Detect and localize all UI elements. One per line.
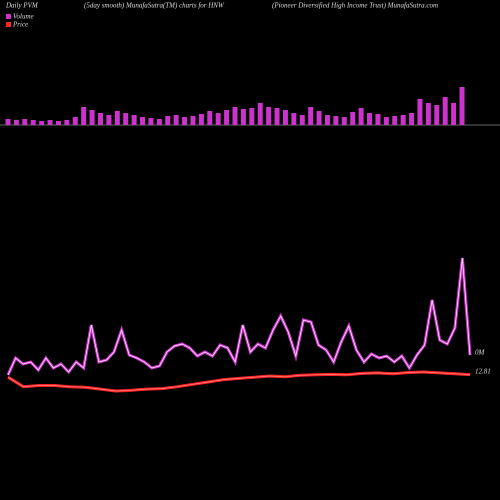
pvm-bar xyxy=(425,103,431,125)
pvm-bar xyxy=(274,108,280,125)
pvm-bar xyxy=(97,113,103,125)
pvm-bar xyxy=(123,113,129,125)
pvm-bar xyxy=(308,107,314,125)
pvm-bar xyxy=(333,116,339,125)
pvm-bar xyxy=(434,105,440,125)
pvm-bar xyxy=(392,116,398,125)
price-label: 12.81 xyxy=(475,368,491,376)
pvm-bar xyxy=(140,117,146,125)
legend-swatch xyxy=(6,22,11,27)
legend-label: Price xyxy=(12,21,28,29)
pvm-bar xyxy=(106,115,112,125)
pvm-bar xyxy=(5,119,11,125)
pvm-bar xyxy=(409,113,415,125)
pvm-bar xyxy=(148,118,154,125)
pvm-bar xyxy=(249,108,255,125)
pvm-bar xyxy=(442,97,448,125)
pvm-bar xyxy=(324,115,330,125)
pvm-bar xyxy=(114,111,120,125)
pvm-bar xyxy=(232,107,238,125)
pvm-bar xyxy=(451,103,457,125)
legend-swatch xyxy=(6,14,11,19)
pvm-bar xyxy=(207,111,213,125)
pvm-bar xyxy=(47,120,53,125)
pvm-bar xyxy=(30,120,36,125)
chart-title: Daily PVM xyxy=(5,2,39,10)
pvm-bar xyxy=(39,121,45,125)
pvm-bar xyxy=(240,109,246,125)
pvm-bar xyxy=(350,112,356,125)
pvm-bar xyxy=(198,114,204,125)
pvm-bar xyxy=(383,117,389,125)
pvm-bar xyxy=(215,113,221,125)
pvm-bar xyxy=(291,113,297,125)
pvm-bar xyxy=(224,110,230,125)
pvm-bar xyxy=(367,113,373,125)
pvm-bar xyxy=(173,115,179,125)
pvm-bar xyxy=(131,115,137,125)
pvm-bar xyxy=(375,114,381,125)
chart-source: (Pioneer Diversified High Income Trust) … xyxy=(272,2,438,10)
pvm-bar xyxy=(459,87,465,125)
pvm-bar xyxy=(266,107,272,125)
pvm-bar xyxy=(400,115,406,125)
pvm-bar xyxy=(13,120,19,125)
pvm-bar xyxy=(341,117,347,125)
legend-label: Volume xyxy=(13,13,34,21)
pvm-bar xyxy=(282,110,288,125)
pvm-bar xyxy=(64,120,70,125)
pvm-bar xyxy=(81,107,87,125)
chart-subtitle: (5day smooth) MunafaSutra(TM) charts for… xyxy=(84,2,225,10)
pvm-bar xyxy=(257,103,263,125)
price-line-core xyxy=(7,371,471,392)
pvm-bar xyxy=(299,115,305,125)
pvm-bar xyxy=(417,99,423,125)
pvm-bar xyxy=(316,111,322,125)
pvm-bar xyxy=(190,116,196,125)
volume-line-core xyxy=(7,257,471,376)
pvm-bar xyxy=(55,121,61,125)
pvm-bar xyxy=(165,116,171,125)
pvm-bar xyxy=(72,117,78,125)
pvm-bar xyxy=(358,108,364,125)
pvm-bar xyxy=(156,119,162,125)
pvm-bar xyxy=(22,119,28,125)
pvm-bar xyxy=(182,117,188,125)
pvm-bar xyxy=(89,110,95,125)
volume-label: 0M xyxy=(475,349,486,357)
